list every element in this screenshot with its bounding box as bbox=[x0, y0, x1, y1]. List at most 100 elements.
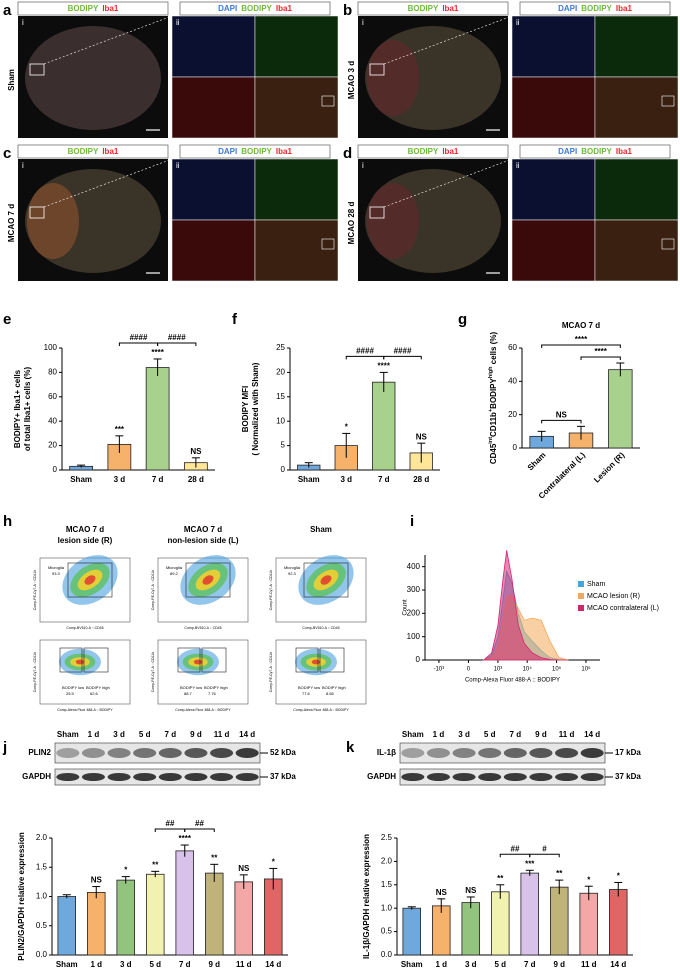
lesion-area bbox=[367, 183, 419, 259]
flow-axis-label: Comp-Alexa Fluor 488-A :: BODIPY bbox=[57, 708, 113, 712]
histogram-area bbox=[482, 550, 569, 661]
blot-band bbox=[452, 773, 476, 781]
blot-band bbox=[107, 773, 131, 781]
label-part: int bbox=[488, 437, 494, 444]
channel-name: Iba1 bbox=[276, 4, 293, 13]
flow-axis-label: Comp-BV510-A :: CD45 bbox=[66, 626, 103, 630]
bracket-label: **** bbox=[594, 347, 607, 356]
bar bbox=[175, 850, 194, 956]
sub-label: i bbox=[22, 18, 24, 27]
channel-header: BODIPY Iba1 bbox=[408, 147, 459, 156]
channel-image bbox=[171, 219, 256, 282]
channel-header: BODIPY Iba1 bbox=[408, 4, 459, 13]
blot-band bbox=[452, 748, 476, 758]
blot-band bbox=[158, 748, 182, 758]
y-tick-label: 0.0 bbox=[36, 950, 48, 959]
significance: *** bbox=[525, 859, 535, 868]
lane-label: 3 d bbox=[113, 730, 125, 739]
legend-swatch bbox=[578, 581, 584, 587]
lane-label: 5 d bbox=[139, 730, 151, 739]
blot-label: GAPDH bbox=[367, 772, 396, 781]
gate bbox=[295, 647, 319, 673]
bracket-label: #### bbox=[356, 347, 374, 356]
sub-label: ii bbox=[176, 161, 180, 170]
legend-label: Sham bbox=[587, 581, 605, 588]
label-part: cells (%) bbox=[489, 332, 498, 367]
flow-density bbox=[84, 575, 96, 585]
significance: NS bbox=[190, 447, 202, 456]
x-axis-label: Comp-Alexa Fluor 488-A :: BODIPY bbox=[465, 678, 560, 684]
roi-box bbox=[369, 63, 385, 76]
gate-label: BODIPY low bbox=[180, 685, 202, 690]
panel-letter: i bbox=[410, 513, 414, 530]
flow-axis-label: Comp-PE-Cy7-A :: CD11b bbox=[269, 570, 273, 610]
flow-title: MCAO 7 d bbox=[184, 525, 222, 534]
channel-image bbox=[511, 219, 596, 282]
y-tick-label: 0 bbox=[53, 465, 58, 474]
x-tick-label: 9 d bbox=[208, 960, 220, 969]
panel-letter: j bbox=[2, 739, 7, 756]
gate bbox=[185, 562, 231, 598]
y-tick-label: 1.5 bbox=[36, 862, 48, 871]
x-tick-label: Sham bbox=[56, 960, 78, 969]
panel-letter: f bbox=[232, 311, 238, 328]
channel-image bbox=[594, 219, 679, 282]
bracket bbox=[529, 853, 560, 858]
sub-label: i bbox=[362, 18, 364, 27]
roi-box bbox=[29, 63, 45, 76]
channel-name: DAPI bbox=[558, 147, 577, 156]
header-frame bbox=[357, 1, 509, 16]
bar bbox=[263, 878, 283, 956]
bracket-label: NS bbox=[556, 410, 568, 419]
gate bbox=[67, 562, 113, 598]
channel-header: DAPI BODIPY Iba1 bbox=[218, 147, 292, 156]
x-tick-label: 7 d bbox=[378, 475, 390, 484]
panel-letter: b bbox=[343, 2, 352, 19]
inset-box bbox=[661, 95, 675, 107]
bar bbox=[145, 873, 165, 956]
label-part: BODIPY bbox=[489, 377, 498, 408]
header-frame bbox=[179, 144, 331, 159]
channel-name: Iba1 bbox=[442, 147, 459, 156]
y-tick-label: 60 bbox=[48, 392, 57, 401]
y-axis-label: PLIN2/GAPDH relative expression bbox=[17, 832, 26, 961]
x-tick-label: 3 d bbox=[340, 475, 352, 484]
blot-band bbox=[580, 773, 604, 781]
roi-connector bbox=[43, 158, 173, 208]
y-tick-label: 2.5 bbox=[381, 833, 393, 842]
channel-name: BODIPY bbox=[408, 4, 439, 13]
lane-label: 14 d bbox=[239, 730, 255, 739]
bar bbox=[490, 891, 510, 956]
lesion-area bbox=[367, 40, 419, 116]
blot-band bbox=[184, 748, 208, 758]
y-axis-label: of total Iba1+ cells (%) bbox=[23, 367, 32, 452]
bar bbox=[609, 889, 628, 956]
x-tick-label: 1 d bbox=[435, 960, 447, 969]
bracket bbox=[541, 419, 582, 424]
y-axis-label: ( Normalized with Sham) bbox=[251, 362, 260, 455]
channel-image bbox=[171, 15, 256, 78]
channel-image bbox=[254, 15, 339, 78]
channel-image bbox=[594, 158, 679, 221]
flow-axis-label: Comp-BV510-A :: CD45 bbox=[184, 626, 221, 630]
condition-label: MCAO 3 d bbox=[347, 61, 356, 99]
label-part: CD11b bbox=[489, 412, 498, 437]
bracket-label: #### bbox=[130, 333, 148, 342]
bar bbox=[57, 896, 77, 956]
gate-label: BODIPY low bbox=[62, 685, 84, 690]
sub-label: i bbox=[362, 161, 364, 170]
bracket bbox=[345, 355, 385, 360]
gate bbox=[83, 647, 109, 673]
lane-label: 11 d bbox=[214, 730, 230, 739]
blot-band bbox=[503, 773, 527, 781]
lane-label: 9 d bbox=[190, 730, 202, 739]
panel-letter: e bbox=[3, 311, 11, 328]
y-tick-label: 20 bbox=[48, 441, 57, 450]
bar bbox=[520, 872, 540, 956]
y-tick-label: 25 bbox=[276, 343, 285, 352]
blot-label: GAPDH bbox=[22, 772, 51, 781]
blot-band bbox=[158, 773, 182, 781]
gate-value: 7.76 bbox=[208, 691, 217, 696]
blot-band bbox=[81, 748, 105, 758]
